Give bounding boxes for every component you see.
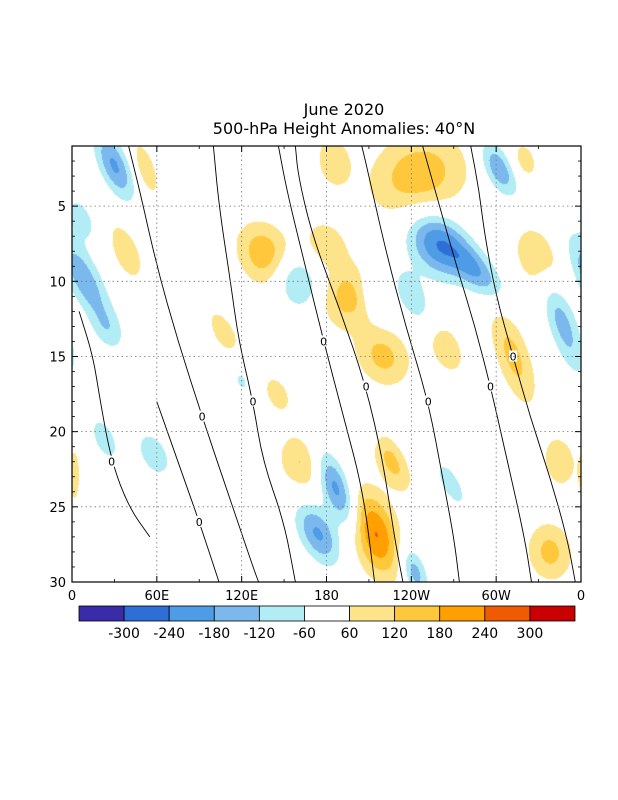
contour-label: 0 xyxy=(108,456,115,469)
y-tick-label: 20 xyxy=(49,426,66,441)
contour-label-bg xyxy=(424,395,433,407)
colorbar-swatch xyxy=(213,605,260,622)
zero-contour-line xyxy=(78,311,151,538)
colorbar-label: -300 xyxy=(108,626,140,642)
contour-label: 0 xyxy=(425,396,432,409)
x-tick-label: 120W xyxy=(392,589,430,604)
colorbar-label: -120 xyxy=(243,626,275,642)
colorbar-swatch xyxy=(123,605,170,622)
colorbar-label: 120 xyxy=(381,626,408,642)
x-axis: 0 60E 120E 180 120W 60W 0 xyxy=(68,146,585,604)
colorbar-swatch xyxy=(78,605,125,622)
y-tick-label: 25 xyxy=(49,501,66,516)
colorbar-label: 300 xyxy=(517,626,544,642)
contour-label: 0 xyxy=(199,411,206,424)
colorbar-swatch xyxy=(439,605,486,622)
x-tick-label: 60W xyxy=(481,589,511,604)
x-tick-label: 60E xyxy=(144,589,169,604)
zero-contour-line xyxy=(361,146,460,582)
contour-label-bg xyxy=(195,515,204,527)
colorbar-label: 60 xyxy=(341,626,359,642)
grid xyxy=(72,146,581,582)
y-tick-label: 30 xyxy=(49,576,66,591)
colorbar-swatch xyxy=(529,605,576,622)
plot-area: 0 0 0 0 0 0 0 0 0 xyxy=(71,145,582,583)
contour-label: 0 xyxy=(196,516,203,529)
y-tick-label: 10 xyxy=(49,275,66,290)
y-tick-label: 5 xyxy=(58,200,66,215)
contour-label-bg xyxy=(486,380,495,392)
contour-label-bg xyxy=(107,455,116,467)
y-tick-label: 15 xyxy=(49,350,66,365)
colorbar-swatch xyxy=(304,605,350,622)
contour-label-bg xyxy=(319,335,328,347)
contour-label: 0 xyxy=(363,381,370,394)
contour-label-bg xyxy=(198,410,207,422)
zero-contour-line xyxy=(470,146,576,582)
colorbar-label: -240 xyxy=(153,626,185,642)
colorbar-label: 240 xyxy=(471,626,498,642)
zero-contours: 0 0 0 0 0 0 0 0 0 xyxy=(78,146,576,582)
colorbar-label: -60 xyxy=(293,626,316,642)
x-tick-label: 180 xyxy=(314,589,339,604)
contour-label: 0 xyxy=(249,396,256,409)
colorbar-label: -180 xyxy=(198,626,230,642)
colorbar-swatch xyxy=(258,605,305,622)
colorbar-label: 180 xyxy=(426,626,453,642)
contour-label: 0 xyxy=(320,335,327,348)
chart-subtitle: 500-hPa Height Anomalies: 40°N xyxy=(213,119,475,138)
zero-contour-line xyxy=(277,146,376,582)
contour-label: 0 xyxy=(487,381,494,394)
zero-contour-line xyxy=(422,146,532,582)
y-axis: 5 10 15 20 25 30 xyxy=(49,145,581,591)
colorbar-swatch xyxy=(349,605,396,622)
x-tick-label: 120E xyxy=(225,589,258,604)
x-tick-label: 0 xyxy=(68,589,76,604)
contour-label-bg xyxy=(362,380,371,392)
contour-label-bg xyxy=(248,395,257,407)
colorbar: -300 -240 -180 -120 -60 60 120 180 240 300 xyxy=(78,605,576,642)
x-tick-label: 0 xyxy=(577,589,585,604)
contour-label: 0 xyxy=(510,350,517,363)
zero-contour-line xyxy=(294,146,404,582)
contour-label-bg xyxy=(509,350,518,362)
colorbar-swatch xyxy=(168,605,215,622)
zero-contour-line xyxy=(212,146,296,582)
chart-title: June 2020 xyxy=(303,100,385,119)
zero-contour-line xyxy=(156,401,220,582)
zero-contour-line xyxy=(128,146,260,582)
anomaly-field xyxy=(72,146,581,582)
colorbar-swatch xyxy=(394,605,441,622)
colorbar-swatch xyxy=(484,605,531,622)
